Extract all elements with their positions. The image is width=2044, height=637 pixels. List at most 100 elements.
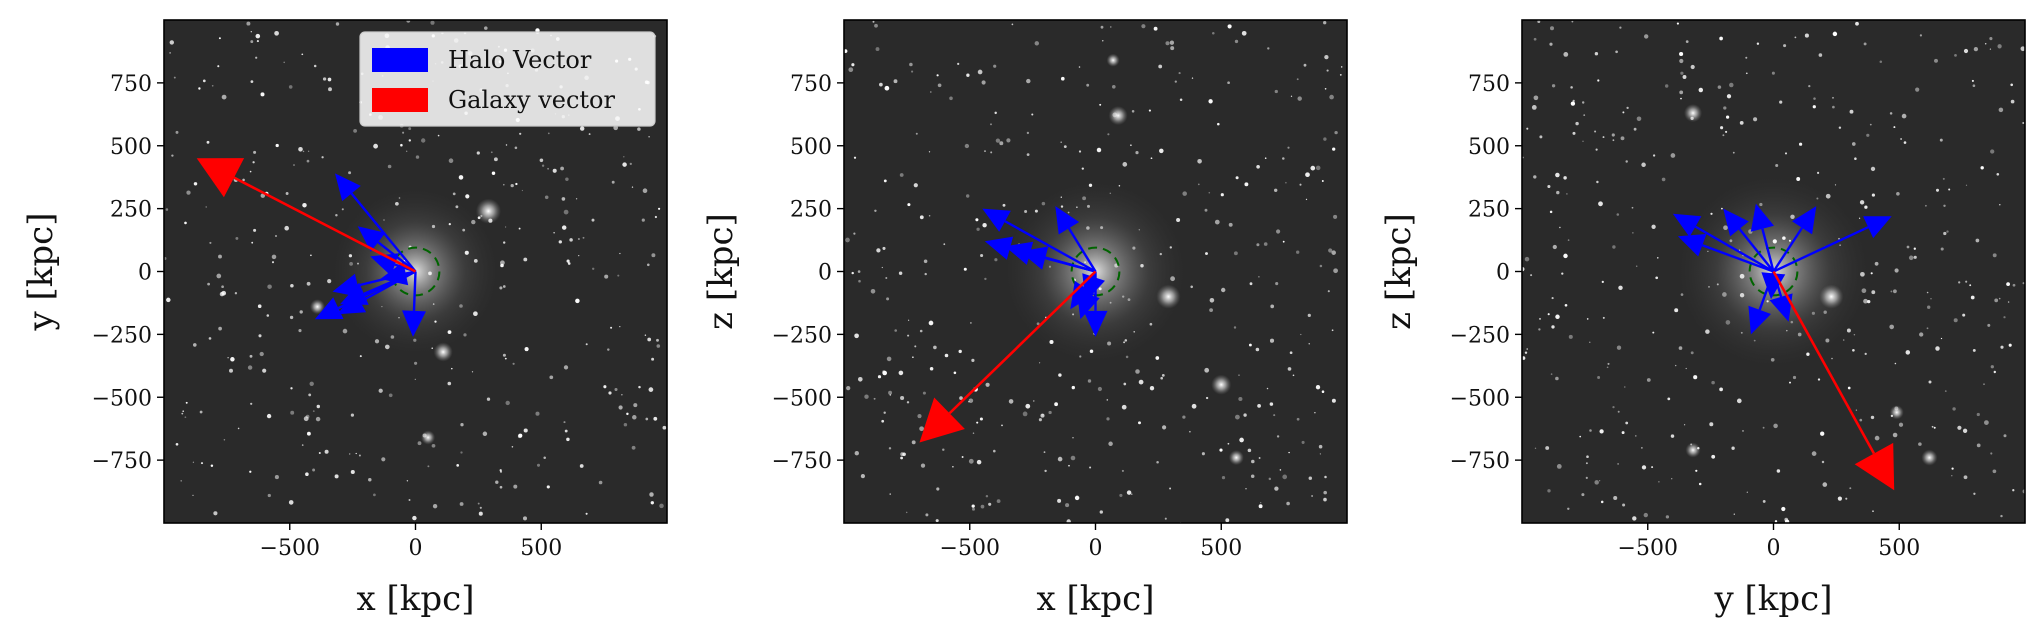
star [656, 344, 661, 348]
star [1746, 491, 1748, 493]
star [1555, 314, 1560, 320]
star [1299, 183, 1302, 186]
star [1871, 193, 1875, 197]
star [857, 376, 863, 382]
star [1739, 293, 1745, 298]
star [1551, 325, 1555, 329]
star [463, 333, 467, 337]
star [1683, 424, 1686, 426]
star [922, 391, 926, 395]
star [641, 218, 645, 222]
star [1644, 34, 1649, 39]
star [218, 326, 222, 331]
star [306, 159, 310, 163]
star [1599, 429, 1604, 434]
star [505, 400, 510, 406]
star [312, 468, 316, 472]
star [1011, 23, 1014, 26]
star [415, 155, 420, 159]
star [1935, 188, 1940, 192]
star [1225, 518, 1230, 523]
star [1022, 411, 1028, 417]
star [169, 52, 171, 54]
star [585, 512, 588, 515]
star [629, 162, 632, 166]
star [1006, 138, 1011, 143]
star [1235, 414, 1240, 420]
y-tick-label: 750 [110, 72, 152, 97]
star [1725, 130, 1728, 133]
star [1858, 217, 1861, 219]
star [434, 320, 437, 323]
x-ticks: −500 0 500 [1618, 523, 1920, 561]
star [1998, 107, 2004, 113]
star [1258, 276, 1260, 278]
star [349, 262, 353, 266]
star [539, 158, 544, 163]
star [1927, 305, 1931, 309]
star [1930, 297, 1932, 300]
star [1158, 64, 1163, 69]
star [638, 385, 641, 389]
star [575, 198, 578, 200]
star [1742, 430, 1744, 432]
star [175, 130, 179, 134]
star [1099, 103, 1102, 106]
star [307, 150, 310, 152]
star [985, 494, 989, 498]
star [1307, 313, 1311, 318]
star [1155, 356, 1160, 360]
star [253, 228, 257, 232]
star [905, 511, 908, 514]
star [1890, 414, 1894, 418]
star [982, 223, 987, 228]
star [1310, 165, 1316, 171]
star [1863, 42, 1867, 46]
galaxy-vector-arrow-head [1854, 442, 1895, 491]
star [917, 414, 922, 419]
star [1641, 447, 1643, 449]
star [1996, 172, 2000, 176]
star [1989, 37, 1993, 41]
star [1679, 90, 1684, 95]
star [1651, 224, 1656, 229]
star [217, 65, 220, 68]
star [334, 474, 339, 479]
star [1251, 459, 1255, 464]
star [1273, 414, 1276, 417]
star [1874, 435, 1880, 441]
star [1086, 226, 1090, 230]
star [963, 267, 967, 271]
star [1859, 418, 1863, 422]
star [1667, 397, 1671, 401]
star [985, 382, 990, 387]
panel-3: −500 0 500 750 500 250 0 −250 −500 −750 y [kpc] z [… [1379, 19, 2026, 619]
star [1033, 400, 1035, 402]
star [1109, 192, 1112, 195]
star [1070, 455, 1076, 461]
halo-vector-arrow [1723, 208, 1775, 273]
halo-vector-arrow-head [1005, 241, 1034, 265]
star [267, 284, 272, 289]
bright-halo [1685, 442, 1701, 458]
star [1164, 517, 1167, 520]
star [408, 127, 412, 131]
star [1150, 157, 1153, 160]
star [1951, 475, 1953, 477]
star [458, 175, 464, 180]
star [328, 87, 332, 92]
star [193, 182, 198, 186]
star [1872, 510, 1874, 512]
star [1274, 188, 1278, 192]
star [1745, 72, 1748, 75]
star [165, 208, 169, 211]
star [618, 405, 623, 410]
star [1549, 42, 1553, 46]
star [1987, 323, 1991, 327]
star [1066, 519, 1071, 523]
star [504, 357, 507, 360]
y-tick-label: −500 [92, 386, 152, 411]
star [1971, 79, 1974, 82]
star [408, 499, 411, 501]
star [414, 378, 416, 381]
